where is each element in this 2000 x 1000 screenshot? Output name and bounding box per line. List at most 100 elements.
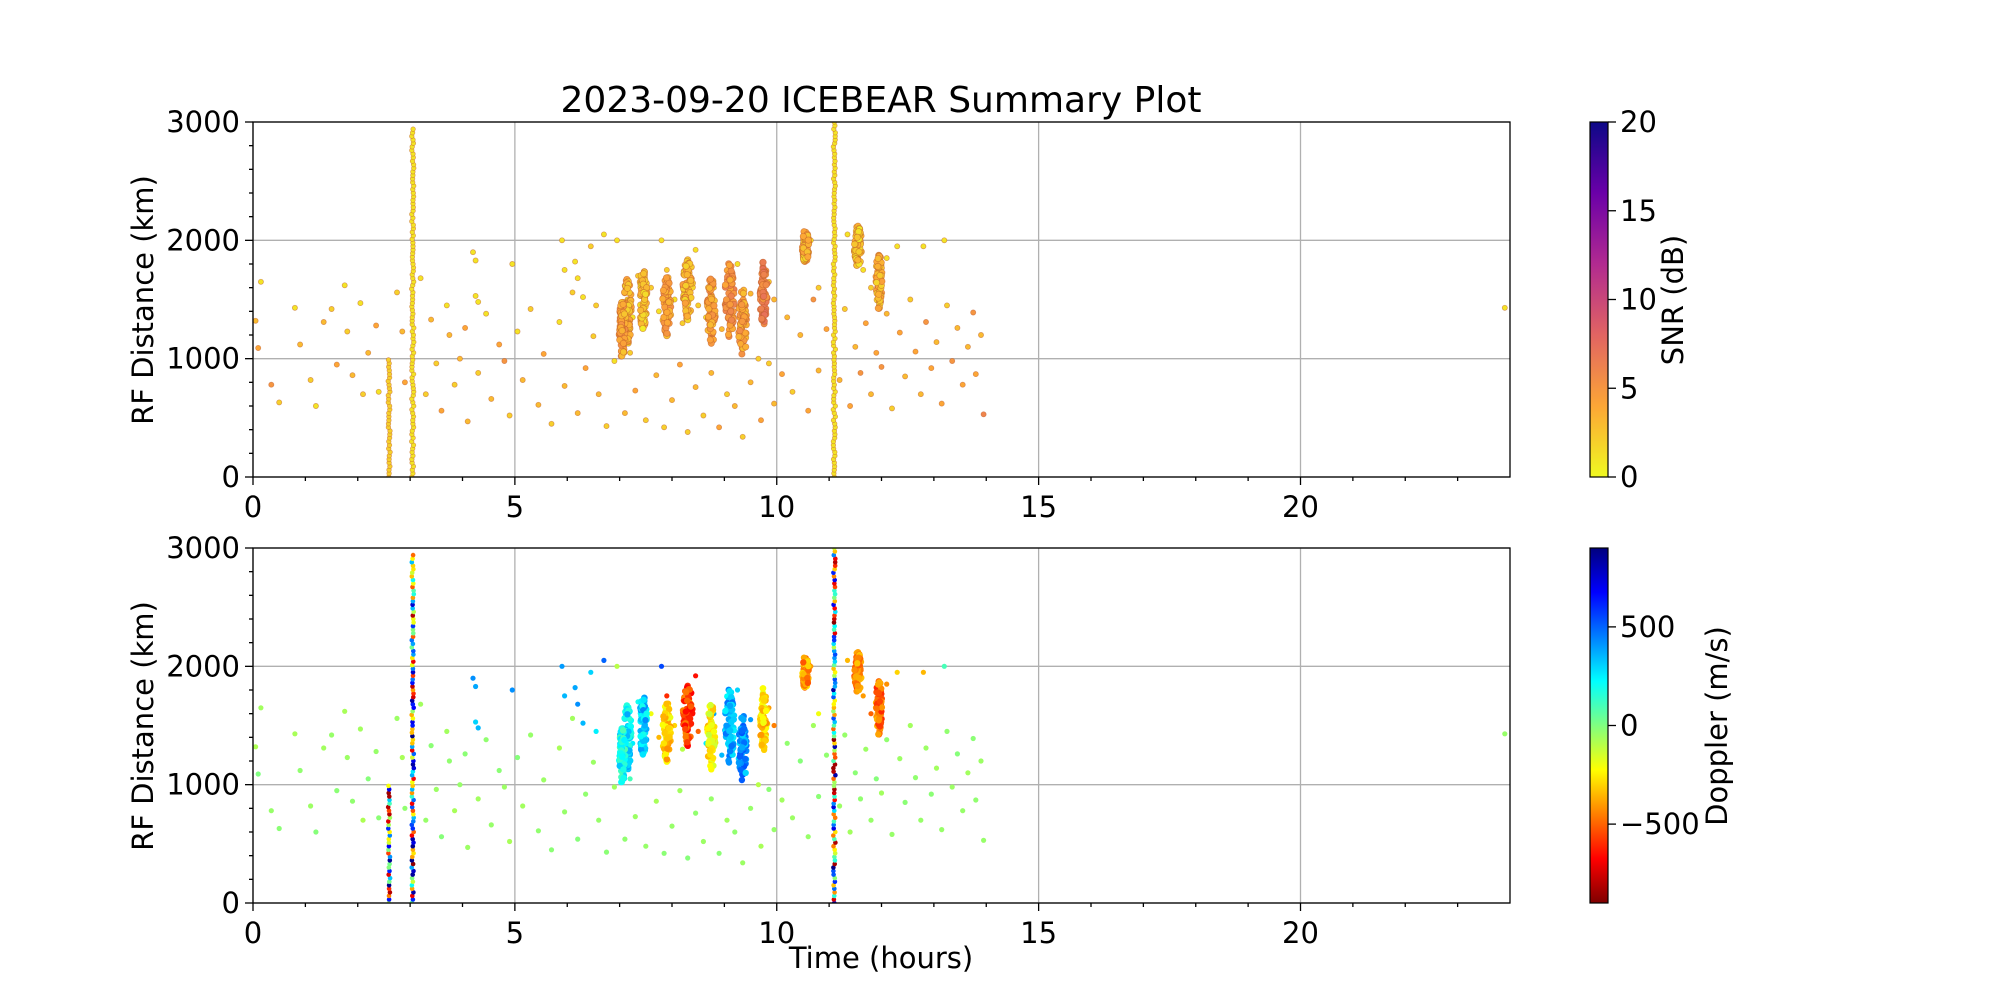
echo-point [410,627,416,632]
echo-point [540,350,547,357]
echo-point [832,719,837,725]
echo-point [726,748,734,755]
echo-point [831,765,836,771]
echo-point [619,300,627,308]
echo-point [832,581,837,586]
echo-point [779,371,785,378]
echo-point [832,616,837,622]
echo-point [386,790,392,796]
echo-point [653,798,659,804]
echo-point [949,358,956,364]
echo-point [410,826,416,831]
echo-point [831,709,836,714]
echo-point [832,780,837,785]
echo-point [308,803,314,809]
echo-point [386,847,391,853]
echo-point [804,253,812,261]
echo-point [410,861,416,867]
echo-point [742,755,749,763]
echo-point [627,776,633,782]
echo-point [410,780,415,785]
echo-point [759,258,767,266]
echo-point [980,411,987,418]
echo-point [410,684,415,689]
echo-point [734,261,741,267]
echo-point [832,751,837,757]
echo-point [410,680,415,686]
echo-point [417,275,424,282]
echo-point [443,302,450,309]
colorbar-tick-label: 500 [1620,610,1675,644]
echo-point [394,289,400,296]
echo-point [789,388,796,395]
echo-point [410,655,415,661]
echo-point [360,391,366,398]
echo-point [349,372,356,379]
echo-point [965,770,971,776]
echo-point [341,282,348,289]
echo-point [710,728,718,735]
echo-point [409,638,415,643]
echo-point [863,746,869,752]
echo-point [978,758,984,764]
echo-point [659,286,667,294]
echo-point [771,827,777,833]
echo-point [747,379,754,386]
echo-point [344,754,350,761]
echo-point [307,377,314,383]
echo-point [897,756,903,762]
echo-point [387,854,393,860]
echo-point [648,711,654,717]
echo-point [831,769,836,774]
echo-point [707,295,716,303]
echo-point [411,694,416,700]
echo-point [831,783,837,789]
colorbar-tick-label: 0 [1620,460,1638,494]
echo-point [860,693,866,699]
echo-point [894,669,900,675]
echo-point [276,825,282,832]
echo-point [665,724,672,732]
echo-point [832,875,838,881]
echo-point [831,833,836,838]
echo-point [574,275,581,282]
echo-point [832,623,837,629]
echo-point [883,310,890,317]
echo-point [831,641,836,647]
echo-point [917,391,924,398]
echo-point [725,757,732,764]
echo-point [257,278,264,285]
x-tick-label: 20 [1282,490,1319,524]
echo-point [804,679,812,687]
y-tick-label: 2000 [166,223,240,257]
echo-point [535,401,542,408]
echo-point [411,851,416,856]
echo-point [411,659,416,664]
echo-point [520,803,526,809]
echo-point [851,240,859,248]
echo-point [569,715,576,722]
echo-point [409,570,415,576]
echo-point [889,831,895,838]
echo-point [253,317,259,324]
echo-point [376,815,382,821]
echo-point [854,256,862,264]
echo-point [411,840,416,845]
echo-point [735,759,743,766]
echo-point [831,897,837,902]
echo-point [771,400,778,407]
echo-point [726,300,734,309]
echo-point [832,599,838,604]
echo-point [373,748,379,755]
echo-point [452,808,458,814]
echo-point [588,669,594,675]
snr-panel-ticks: 0 5 10 15 20 0 1000 2000 3000 [166,105,1459,524]
echo-point [422,391,429,398]
snr-colorbar-gradient [1589,121,1609,478]
echo-point [328,306,335,312]
echo-point [312,403,319,409]
echo-point [386,783,391,789]
echo-point [832,655,837,661]
echo-point [883,255,890,262]
echo-point [496,341,503,348]
